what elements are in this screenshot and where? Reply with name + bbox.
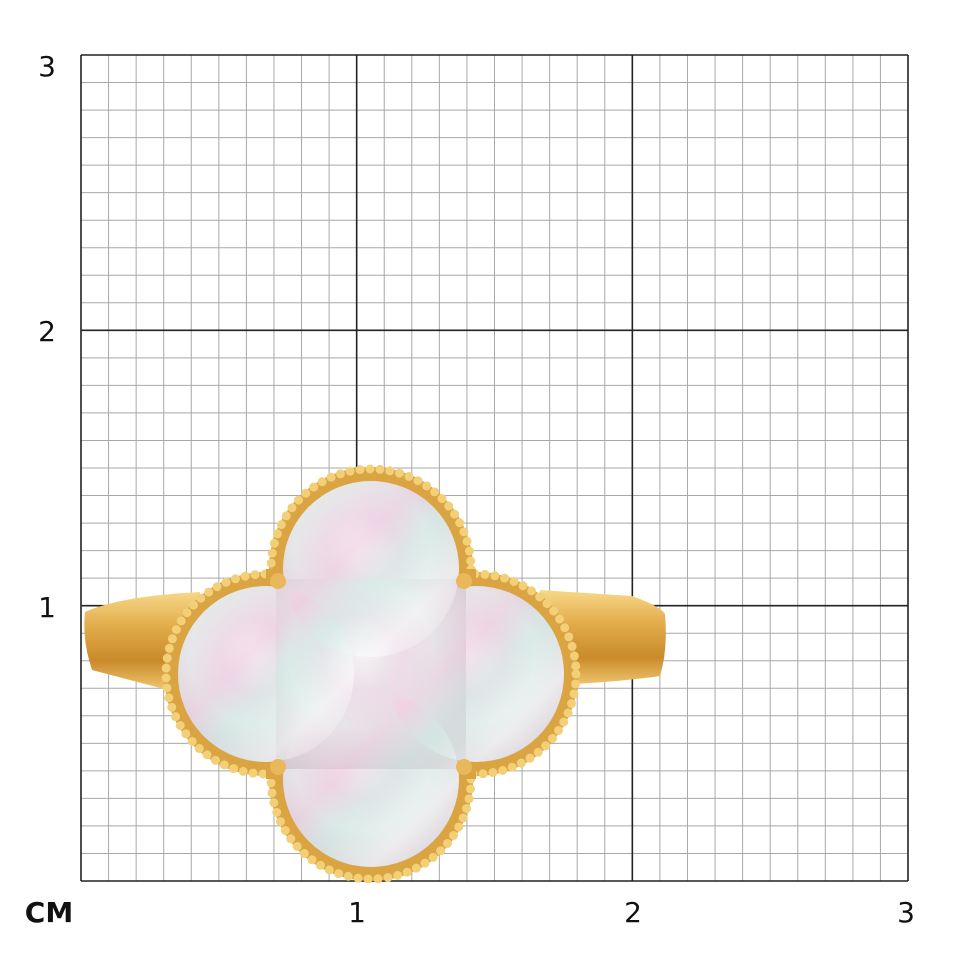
- clover-setting: [161, 464, 581, 884]
- y-label-2: 2: [38, 315, 56, 348]
- x-label-2: 2: [624, 896, 642, 929]
- x-label-1: 1: [348, 896, 366, 929]
- unit-label: CM: [25, 896, 73, 929]
- prong: [456, 573, 472, 589]
- prong: [270, 573, 286, 589]
- y-label-3: 3: [38, 50, 56, 83]
- prong: [456, 759, 472, 775]
- y-label-1: 1: [38, 591, 56, 624]
- prong: [270, 759, 286, 775]
- ring-image: [84, 464, 666, 884]
- x-label-3: 3: [897, 896, 915, 929]
- pearl-sheen: [283, 691, 459, 867]
